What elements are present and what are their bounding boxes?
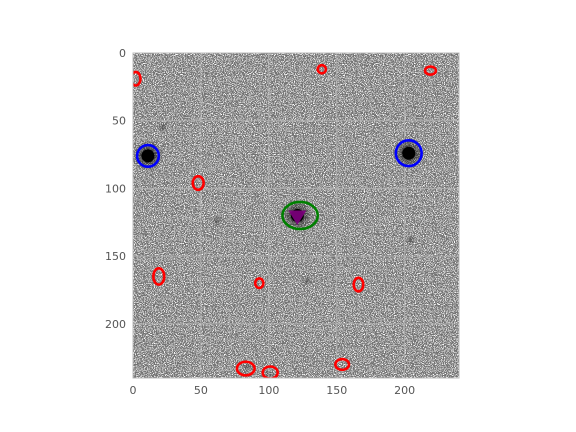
- faint-blob-2: [300, 274, 313, 287]
- y-tick-label-50: 50: [112, 115, 126, 128]
- ellipse-marker-0-7: [235, 360, 256, 377]
- ellipse-marker-0-1: [316, 63, 328, 75]
- faint-blobs: [156, 121, 417, 378]
- plot-frame: [132, 52, 460, 379]
- faint-blob-4: [241, 361, 254, 374]
- y-axis-ticks: 0 50 100 150 200: [105, 47, 126, 331]
- circle-marker-1-1: [394, 139, 423, 168]
- x-tick-label-200: 200: [394, 384, 415, 397]
- ellipse-marker-0-2: [423, 65, 438, 76]
- y-tick-label-0: 0: [119, 47, 126, 60]
- faint-blob-3: [404, 233, 417, 246]
- faint-blob-1: [211, 214, 224, 227]
- x-tick-label-100: 100: [258, 384, 279, 397]
- plot-area: [132, 52, 460, 379]
- source-core-1: [402, 146, 416, 160]
- x-axis-ticks: 0 50 100 150 200: [130, 384, 416, 397]
- y-tick-label-200: 200: [105, 318, 126, 331]
- circle-marker-1-0: [135, 143, 161, 169]
- ellipse-marker-2-0: [281, 200, 320, 231]
- y-tick-label-150: 150: [105, 250, 126, 263]
- y-tick-label-100: 100: [105, 182, 126, 195]
- ellipse-marker-0-5: [253, 277, 265, 290]
- source-core-0: [141, 149, 155, 163]
- ellipse-marker-0-3: [191, 174, 205, 192]
- ellipse-marker-0-9: [334, 357, 351, 372]
- faint-blob-0: [156, 121, 169, 134]
- markers: [133, 63, 438, 378]
- ellipse-marker-0-8: [261, 365, 279, 378]
- x-tick-label-0: 0: [130, 384, 137, 397]
- ellipse-marker-0-0: [133, 70, 142, 87]
- x-tick-label-150: 150: [326, 384, 347, 397]
- triangle-marker-0: [288, 210, 307, 225]
- ellipse-marker-0-6: [352, 276, 365, 293]
- ellipse-marker-0-4: [152, 267, 166, 286]
- x-tick-label-50: 50: [194, 384, 208, 397]
